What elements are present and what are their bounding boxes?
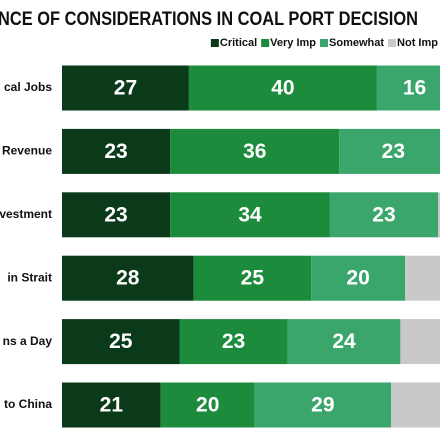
data-label: 16 xyxy=(403,77,426,100)
data-label: 23 xyxy=(372,203,395,226)
data-label: 34 xyxy=(238,203,262,226)
data-label: 29 xyxy=(311,394,334,417)
data-label: 23 xyxy=(104,203,127,226)
category-label: cal Jobs xyxy=(4,80,52,94)
bar-segment xyxy=(62,255,194,301)
bar-segment xyxy=(62,319,180,365)
legend-swatch xyxy=(210,39,219,47)
legend-swatch xyxy=(388,39,397,47)
data-label: 21 xyxy=(100,394,124,417)
bar-segment xyxy=(62,65,189,111)
data-label: 25 xyxy=(241,267,265,290)
category-label: to China xyxy=(4,397,52,411)
category-label: ns a Day xyxy=(3,334,53,348)
bar-segment xyxy=(62,192,171,238)
bar-segment xyxy=(62,382,161,428)
bar-segment xyxy=(405,255,440,301)
bar-segment xyxy=(188,65,377,111)
chart-title: NCE OF CONSIDERATIONS IN COAL PORT DECIS… xyxy=(0,9,418,30)
data-label: 40 xyxy=(271,77,294,100)
category-label: vestment xyxy=(0,207,52,221)
bar-segment xyxy=(391,382,440,428)
data-label: 20 xyxy=(196,394,219,417)
legend-label: Critical xyxy=(220,37,257,49)
legend-swatch xyxy=(261,39,270,47)
data-label: 23 xyxy=(382,140,405,163)
data-label: 36 xyxy=(243,140,266,163)
data-label: 23 xyxy=(222,330,245,353)
data-label: 23 xyxy=(104,140,127,163)
bar-segment xyxy=(179,319,288,365)
data-label: 25 xyxy=(109,330,133,353)
legend-label: Very Imp xyxy=(270,37,316,49)
category-label: in Strait xyxy=(7,270,52,284)
legend-label: Not Imp xyxy=(397,37,438,49)
data-label: 20 xyxy=(346,267,369,290)
bar-segment xyxy=(329,192,438,238)
bar-segment xyxy=(287,319,401,365)
bar-segment xyxy=(376,65,440,111)
bar-segment xyxy=(400,319,440,365)
bar-segment xyxy=(170,128,340,174)
category-label: Revenue xyxy=(2,144,52,158)
data-label: 27 xyxy=(114,77,137,100)
legend-swatch xyxy=(320,39,329,47)
bar-segment xyxy=(170,192,330,238)
bar-segment xyxy=(193,255,312,301)
data-label: 24 xyxy=(332,330,356,353)
legend-label: Somewhat xyxy=(329,37,384,49)
bar-segment xyxy=(160,382,255,428)
bar-segment xyxy=(254,382,391,428)
bar-segment xyxy=(438,192,440,238)
data-label: 28 xyxy=(116,267,140,290)
bar-segment xyxy=(339,128,440,174)
bar-segment xyxy=(311,255,406,301)
bar-segment xyxy=(62,128,171,174)
